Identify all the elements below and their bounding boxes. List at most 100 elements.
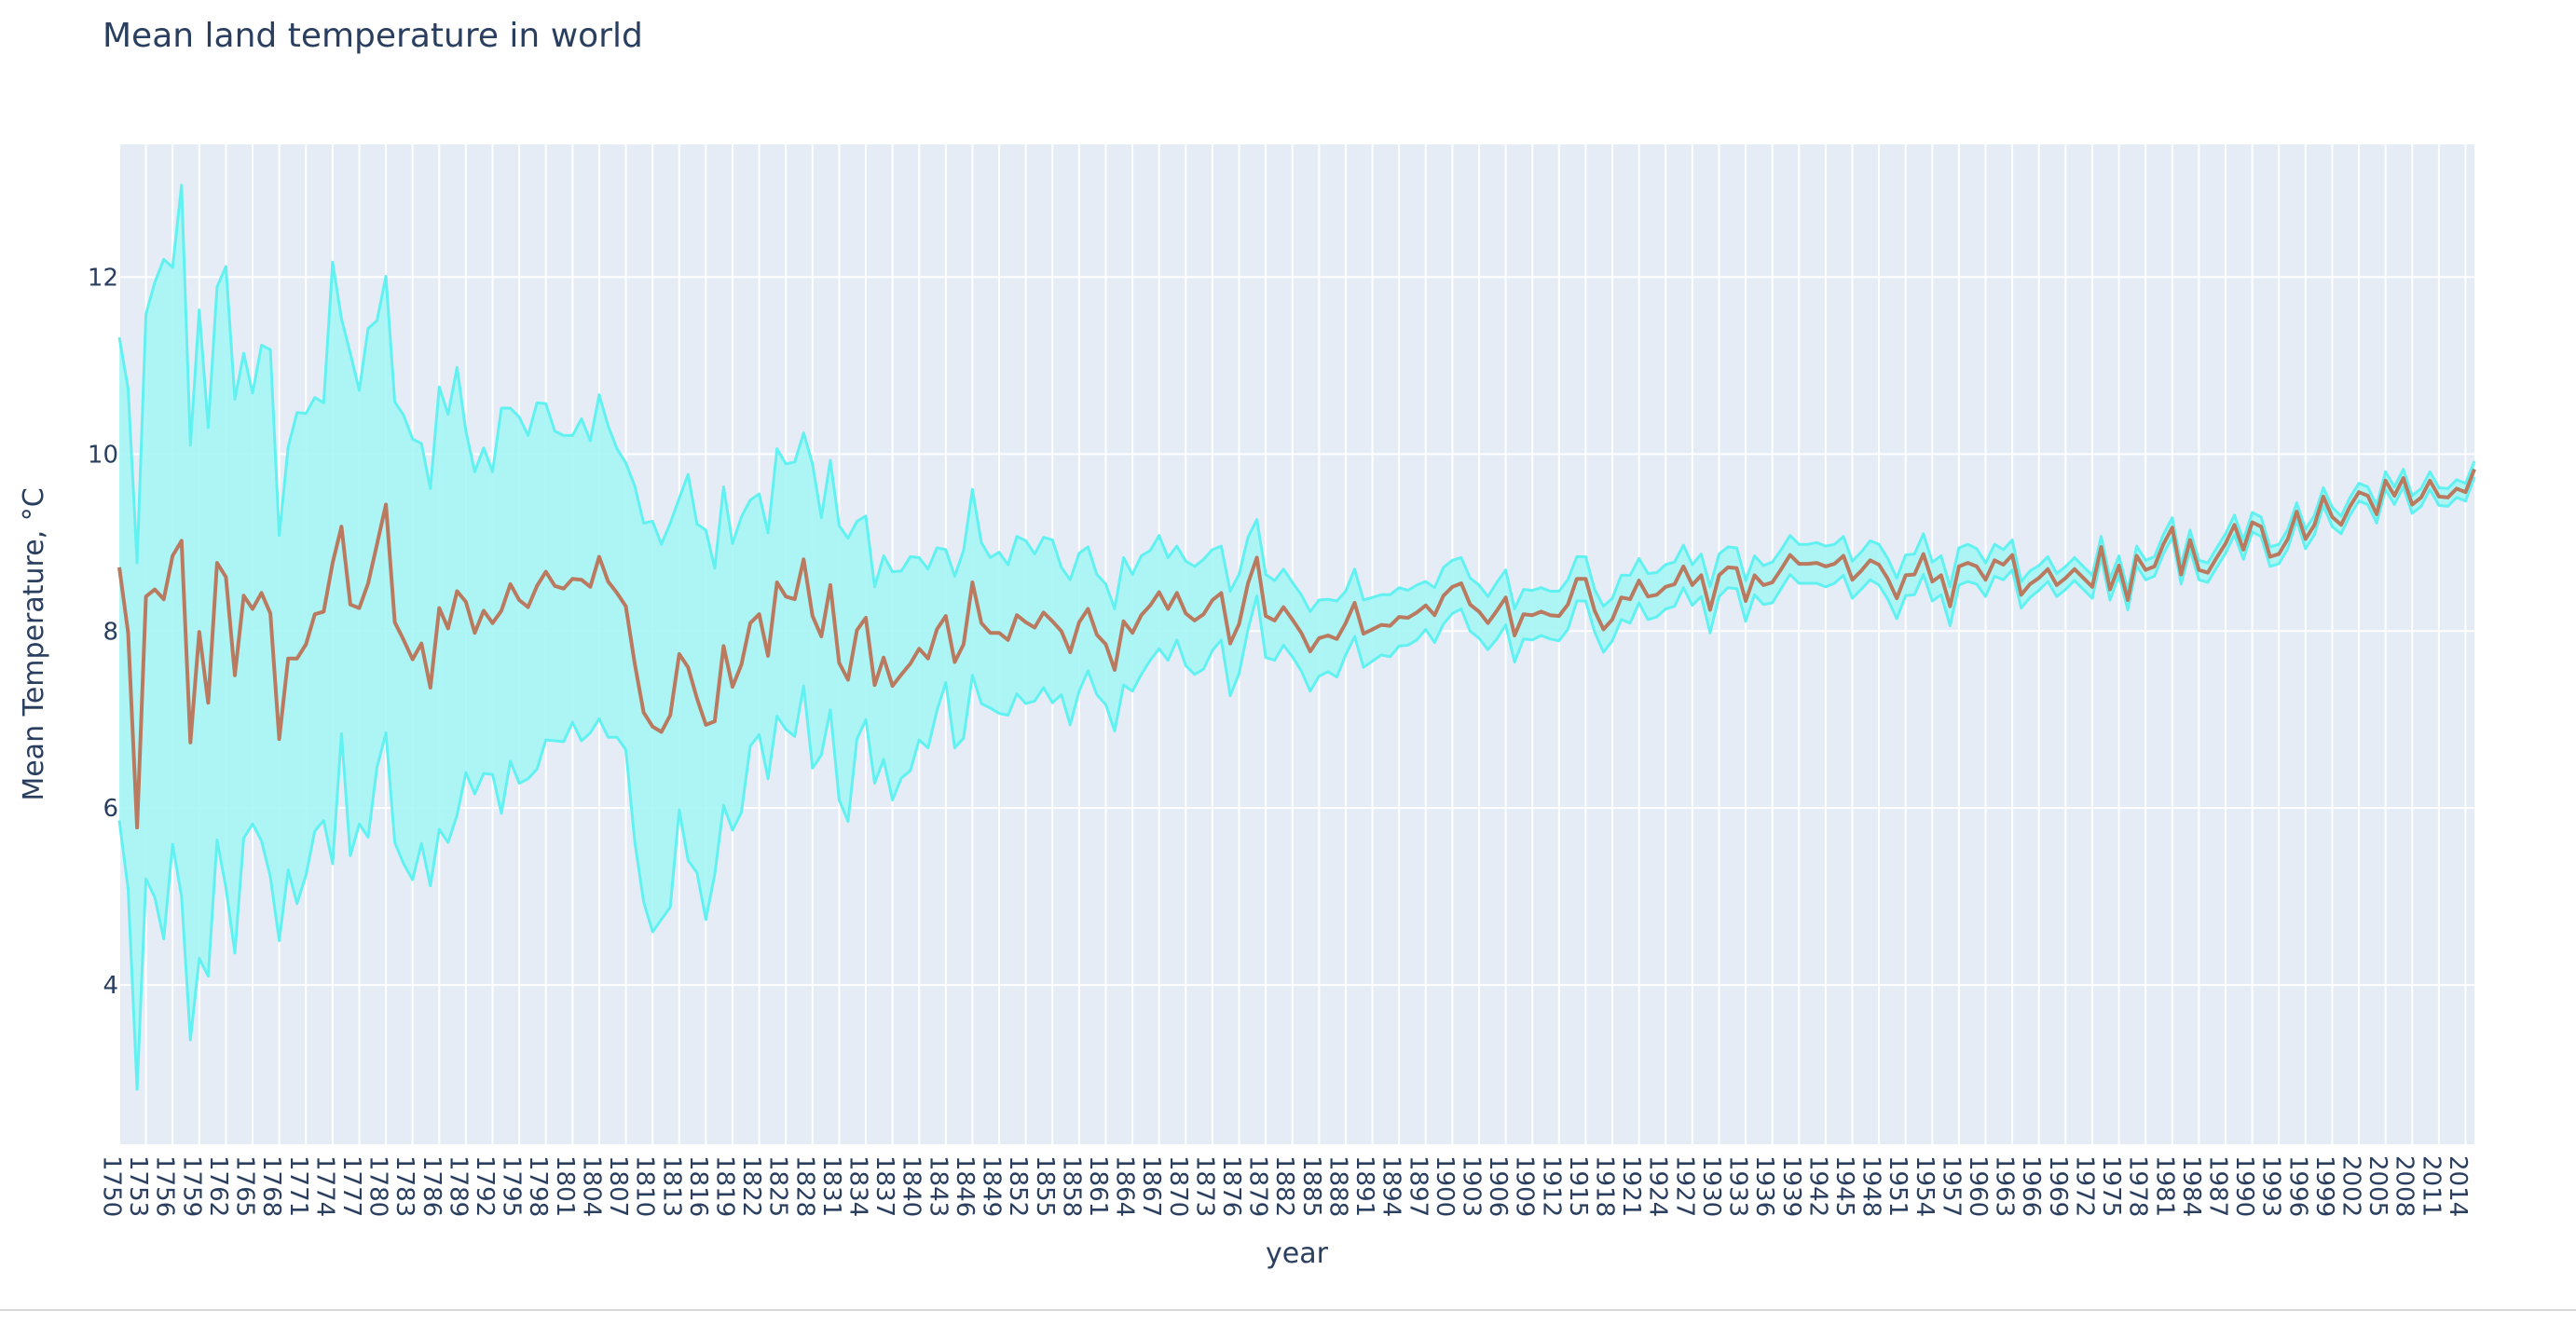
x-tick-label: 1888: [1323, 1155, 1351, 1217]
x-tick-label: 2011: [2417, 1155, 2445, 1217]
x-tick-label: 1765: [231, 1155, 259, 1217]
x-tick-label: 1930: [1697, 1155, 1725, 1217]
mean-temperature-line: [117, 468, 2476, 830]
x-tick-label: 1861: [1084, 1155, 1112, 1217]
x-tick-label: 1768: [257, 1155, 285, 1217]
x-tick-label: 1816: [684, 1155, 712, 1217]
x-tick-label: 1792: [471, 1155, 499, 1217]
x-tick-label: 1783: [391, 1155, 418, 1217]
x-tick-label: 1966: [2017, 1155, 2045, 1217]
y-tick-labels: 4 6 8 10 12: [88, 264, 118, 1000]
x-tick-label: 1987: [2203, 1155, 2231, 1217]
x-tick-label: 1855: [1031, 1155, 1059, 1217]
x-tick-label: 2005: [2364, 1155, 2391, 1217]
x-tick-label: 1798: [524, 1155, 552, 1217]
x-tick-label: 1864: [1111, 1155, 1139, 1217]
x-tick-label: 1993: [2257, 1155, 2285, 1217]
x-tick-label: 1984: [2177, 1155, 2205, 1217]
x-axis-label: year: [1266, 1237, 1329, 1270]
y-tick-label: 12: [88, 264, 118, 292]
x-tick-label: 1948: [1857, 1155, 1885, 1217]
x-tick-label: 1771: [284, 1155, 312, 1217]
x-tick-label: 1936: [1750, 1155, 1778, 1217]
x-tick-labels: 1750175317561759176217651768177117741777…: [98, 1155, 2472, 1217]
x-tick-label: 1762: [204, 1155, 232, 1217]
y-tick-label: 8: [103, 618, 118, 646]
x-tick-label: 2008: [2391, 1155, 2418, 1217]
x-tick-label: 1960: [1964, 1155, 1992, 1217]
x-tick-label: 1891: [1350, 1155, 1378, 1217]
x-tick-label: 1858: [1057, 1155, 1085, 1217]
upper-bound-line: [117, 184, 2476, 613]
x-tick-label: 1924: [1644, 1155, 1672, 1217]
x-tick-label: 1810: [631, 1155, 659, 1217]
x-tick-label: 1903: [1457, 1155, 1485, 1217]
x-tick-label: 1897: [1404, 1155, 1432, 1217]
x-tick-label: 1906: [1484, 1155, 1512, 1217]
x-tick-label: 1795: [498, 1155, 526, 1217]
x-tick-label: 1972: [2070, 1155, 2098, 1217]
x-tick-label: 1774: [310, 1155, 338, 1217]
y-tick-label: 4: [103, 972, 118, 1000]
x-tick-label: 1921: [1617, 1155, 1645, 1217]
x-tick-label: 1954: [1911, 1155, 1939, 1217]
x-tick-label: 1828: [790, 1155, 818, 1217]
x-tick-label: 1882: [1270, 1155, 1298, 1217]
x-tick-label: 1852: [1004, 1155, 1032, 1217]
x-tick-label: 1825: [764, 1155, 792, 1217]
y-tick-label: 10: [88, 441, 118, 469]
uncertainty-band: [119, 184, 2474, 1090]
x-tick-label: 1879: [1244, 1155, 1272, 1217]
x-tick-label: 1849: [978, 1155, 1006, 1217]
x-tick-label: 1846: [951, 1155, 979, 1217]
x-tick-label: 1981: [2150, 1155, 2178, 1217]
x-tick-label: 1969: [2044, 1155, 2072, 1217]
x-tick-label: 1996: [2283, 1155, 2311, 1217]
x-tick-label: 1942: [1803, 1155, 1831, 1217]
x-tick-label: 1837: [870, 1155, 898, 1217]
x-tick-label: 1927: [1670, 1155, 1698, 1217]
x-tick-label: 1939: [1777, 1155, 1805, 1217]
chart-title: Mean land temperature in world: [103, 17, 643, 55]
x-tick-label: 1831: [817, 1155, 845, 1217]
x-tick-label: 2002: [2337, 1155, 2365, 1217]
x-tick-label: 1963: [1991, 1155, 2019, 1217]
x-tick-label: 1834: [844, 1155, 872, 1217]
x-tick-label: 1819: [710, 1155, 738, 1217]
x-tick-label: 1915: [1564, 1155, 1592, 1217]
x-tick-label: 1789: [444, 1155, 472, 1217]
x-tick-label: 1978: [2124, 1155, 2152, 1217]
x-tick-label: 1873: [1190, 1155, 1218, 1217]
x-tick-label: 1780: [364, 1155, 392, 1217]
x-tick-label: 1876: [1217, 1155, 1245, 1217]
x-tick-label: 1894: [1377, 1155, 1405, 1217]
x-tick-label: 1804: [577, 1155, 605, 1217]
x-tick-label: 1933: [1724, 1155, 1752, 1217]
x-tick-label: 1786: [418, 1155, 445, 1217]
x-tick-label: 1885: [1297, 1155, 1325, 1217]
x-tick-label: 1909: [1511, 1155, 1539, 1217]
x-tick-label: 1807: [604, 1155, 632, 1217]
y-tick-label: 6: [103, 795, 118, 823]
x-tick-label: 1813: [657, 1155, 685, 1217]
x-tick-label: 1777: [337, 1155, 365, 1217]
x-tick-label: 1753: [124, 1155, 152, 1217]
x-tick-label: 1912: [1537, 1155, 1565, 1217]
x-tick-label: 1840: [897, 1155, 925, 1217]
x-tick-label: 1822: [737, 1155, 765, 1217]
x-tick-label: 1990: [2230, 1155, 2258, 1217]
x-tick-label: 1975: [2097, 1155, 2125, 1217]
x-tick-label: 1801: [551, 1155, 579, 1217]
x-tick-label: 1957: [1937, 1155, 1965, 1217]
x-tick-label: 1945: [1830, 1155, 1858, 1217]
x-tick-label: 1900: [1431, 1155, 1459, 1217]
x-tick-label: 1759: [177, 1155, 205, 1217]
x-tick-label: 1750: [98, 1155, 126, 1217]
lower-bound-line: [117, 476, 2476, 1091]
x-tick-label: 1918: [1591, 1155, 1619, 1217]
x-tick-label: 1951: [1884, 1155, 1911, 1217]
y-axis-label: Mean Temperature, °C: [18, 487, 50, 800]
x-tick-label: 1870: [1164, 1155, 1192, 1217]
x-tick-label: 1999: [2310, 1155, 2338, 1217]
